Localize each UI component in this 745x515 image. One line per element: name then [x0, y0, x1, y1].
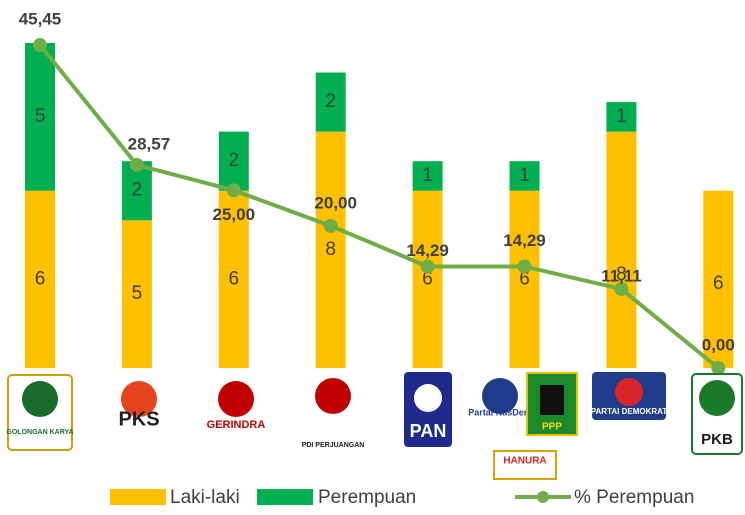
logo-text: PPP — [542, 422, 562, 433]
bar-segment — [509, 161, 540, 191]
line-label: 28,57 — [128, 134, 171, 153]
logo-emblem — [414, 384, 442, 412]
legend-label: % Perempuan — [574, 487, 694, 508]
logo-text: PAN — [410, 421, 447, 441]
bar-segment — [412, 161, 443, 191]
bar-segment — [315, 72, 346, 132]
logo-emblem — [22, 381, 58, 417]
bar-segment — [218, 131, 249, 191]
logo-text: PDI PERJUANGAN — [302, 442, 365, 449]
logo-text: GERINDRA — [207, 419, 266, 431]
segment-label: 8 — [616, 264, 627, 285]
bar-segment — [121, 220, 152, 368]
segment-label: 2 — [229, 150, 240, 171]
logo-emblem — [315, 378, 351, 414]
party-logo — [493, 450, 557, 480]
segment-label: 5 — [132, 283, 143, 304]
bar-segment — [25, 190, 55, 368]
bar-segment — [315, 131, 346, 368]
line — [38, 43, 720, 370]
logo-emblem — [482, 378, 518, 414]
logo-emblem — [121, 381, 157, 417]
logo-text: Partai NasDem — [468, 407, 532, 417]
segment-label: 2 — [132, 180, 143, 201]
segment-label: 1 — [519, 165, 530, 186]
legend-swatch — [537, 491, 549, 503]
line-label: 20,00 — [314, 193, 357, 212]
bar-segment — [606, 131, 637, 368]
logo-text: HANURA — [503, 456, 546, 467]
logo-emblem — [218, 381, 254, 417]
line-label: 11,11 — [601, 267, 642, 286]
logo-emblem — [615, 378, 643, 406]
legend-label: Perempuan — [318, 487, 416, 508]
segment-label: 8 — [325, 239, 336, 260]
line-point — [226, 183, 241, 198]
bar-segment — [606, 102, 637, 132]
logo-text: PARTAI DEMOKRAT — [591, 407, 668, 416]
segment-label: 1 — [422, 165, 433, 186]
logo-text: PKB — [701, 431, 733, 448]
line-point — [129, 157, 144, 172]
bar-segment — [412, 190, 443, 368]
segment-label: 2 — [325, 91, 336, 112]
legend-swatch — [110, 489, 166, 505]
segment-label: 6 — [519, 268, 530, 289]
line-point — [323, 218, 338, 233]
legend-label: Laki-laki — [170, 487, 240, 508]
line-label: 25,00 — [213, 205, 256, 224]
logo-text: PKS — [118, 408, 159, 430]
line-label: 45,45 — [19, 9, 62, 28]
segment-label: 1 — [616, 106, 627, 127]
line-label: 14,29 — [406, 241, 449, 260]
logo-emblem — [699, 380, 735, 416]
segment-label: 5 — [35, 106, 46, 127]
logo-emblem — [540, 385, 564, 415]
line-point — [711, 361, 726, 375]
segment-label: 6 — [422, 268, 433, 289]
bar-segment — [218, 190, 249, 368]
logo-text: GOLONGAN KARYA — [6, 429, 73, 436]
segment-label: 6 — [713, 273, 724, 294]
bar-segment — [25, 43, 55, 191]
segment-label: 6 — [35, 268, 46, 289]
line-point — [420, 259, 435, 274]
line-point — [517, 259, 532, 274]
line-point — [33, 38, 47, 52]
bar-segment — [509, 190, 540, 368]
bar-segment — [703, 190, 734, 368]
line-label: 0,00 — [702, 335, 735, 354]
segment-label: 6 — [229, 268, 240, 289]
line-point — [614, 282, 629, 297]
line-label: 14,29 — [503, 231, 546, 250]
legend-swatch — [257, 489, 313, 505]
